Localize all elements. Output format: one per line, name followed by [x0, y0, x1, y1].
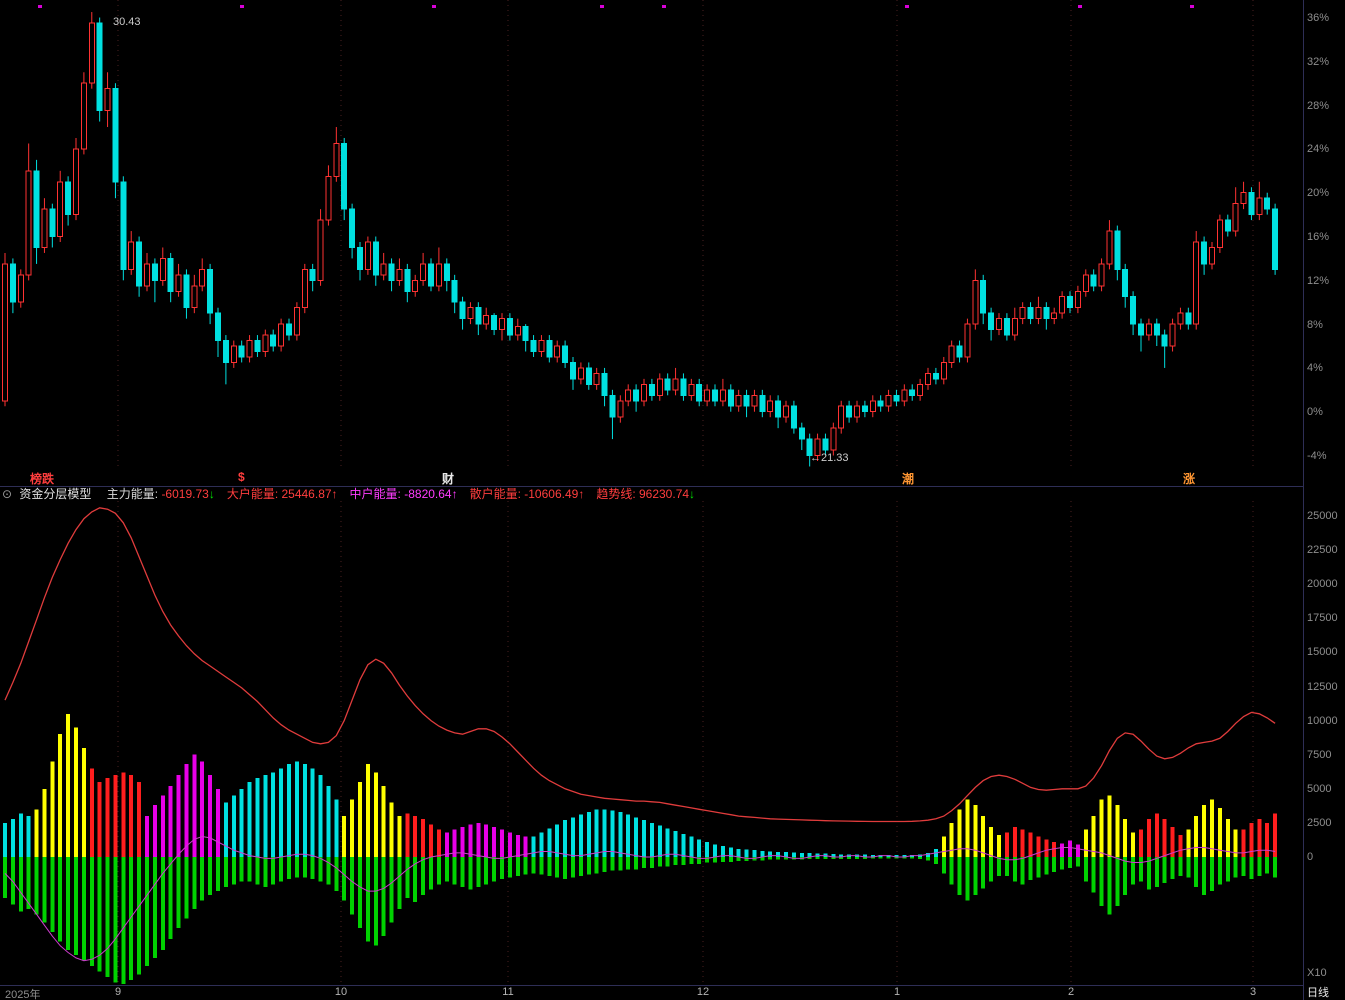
y-axis-label-percent: 24%	[1307, 143, 1330, 156]
indicator-header: ⊙ 资金分层模型 主力能量: -6019.73↓ 大户能量: 25446.87↑ 中…	[0, 487, 1303, 501]
y-axis-label-percent: 28%	[1307, 99, 1330, 112]
y-axis-label-fund: 10000	[1307, 714, 1338, 727]
y-axis-label-percent: 32%	[1307, 55, 1330, 68]
event-marker[interactable]: 财	[442, 472, 455, 486]
signal-dot-icon	[905, 5, 909, 8]
y-axis-label-percent: 4%	[1307, 362, 1323, 375]
y-axis-label-fund: 7500	[1307, 748, 1332, 761]
y-axis-label-fund: 0	[1307, 851, 1314, 863]
y-axis-label-fund: 22500	[1307, 544, 1338, 557]
y-axis-label-percent: 12%	[1307, 274, 1330, 287]
signal-dot-icon	[662, 5, 666, 8]
fund-layer-indicator-chart[interactable]	[0, 501, 1303, 985]
time-axis-divider	[0, 985, 1303, 986]
right-axis-divider	[1303, 0, 1304, 1000]
y-axis-label-fund: 2500	[1307, 816, 1332, 829]
multiplier-label: X10	[1307, 967, 1327, 979]
signal-dot-icon	[432, 5, 436, 8]
price-annotation: ←21.33	[810, 452, 849, 464]
x-axis-label: 3	[1249, 986, 1257, 998]
candlestick-chart[interactable]	[0, 0, 1303, 470]
indicator-field: 散户能量: -10606.49↑	[469, 487, 585, 501]
signal-dot-icon	[38, 5, 42, 8]
signal-dot-icon	[240, 5, 244, 8]
indicator-field: 大户能量: 25446.87↑	[226, 487, 338, 501]
x-axis-label: 1	[893, 986, 901, 998]
x-axis-label: 11	[502, 986, 514, 998]
signal-dot-icon	[600, 5, 604, 8]
y-axis-label-percent: 36%	[1307, 12, 1330, 24]
mid-investor-line	[4, 835, 1276, 962]
price-annotation: 30.43	[113, 16, 141, 28]
x-axis-label: 10	[334, 986, 348, 998]
y-axis-label-percent: 16%	[1307, 231, 1330, 243]
event-marker[interactable]: 潮	[902, 472, 915, 486]
indicator-field: 中户能量: -8820.64↑	[349, 487, 458, 501]
panel-divider	[0, 486, 1303, 487]
indicator-field: 趋势线: 96230.74↓	[596, 487, 696, 501]
indicator-title[interactable]: 资金分层模型	[19, 487, 92, 501]
signal-dot-icon	[1190, 5, 1194, 8]
y-axis-label-fund: 15000	[1307, 646, 1338, 659]
y-axis-label-percent: -4%	[1307, 450, 1327, 462]
y-axis-label-percent: 0%	[1307, 406, 1323, 419]
indicator-field: 主力能量: -6019.73↓	[106, 487, 215, 501]
y-axis-label-fund: 12500	[1307, 680, 1338, 693]
y-axis-label-fund: 20000	[1307, 578, 1338, 591]
signal-dot-icon	[1078, 5, 1082, 8]
y-axis-label-percent: 20%	[1307, 187, 1330, 200]
indicator-values: 主力能量: -6019.73↓ 大户能量: 25446.87↑ 中户能量: -882…	[95, 487, 695, 501]
event-marker[interactable]: 榜跌	[30, 472, 55, 486]
indicator-collapse-icon[interactable]: ⊙	[2, 487, 13, 501]
y-axis-label-percent: 8%	[1307, 318, 1323, 331]
event-marker[interactable]: $	[238, 470, 245, 484]
y-axis-label-fund: 25000	[1307, 510, 1338, 522]
event-marker[interactable]: 涨	[1183, 472, 1196, 486]
x-axis-label: 2025年	[5, 989, 41, 1000]
x-axis-label: 9	[114, 986, 122, 998]
period-label[interactable]: 日线	[1307, 987, 1329, 999]
y-axis-label-fund: 17500	[1307, 612, 1338, 625]
x-axis-label: 2	[1067, 986, 1075, 998]
x-axis-label: 12	[696, 986, 710, 998]
trend-line	[4, 507, 1276, 823]
y-axis-label-fund: 5000	[1307, 782, 1332, 795]
